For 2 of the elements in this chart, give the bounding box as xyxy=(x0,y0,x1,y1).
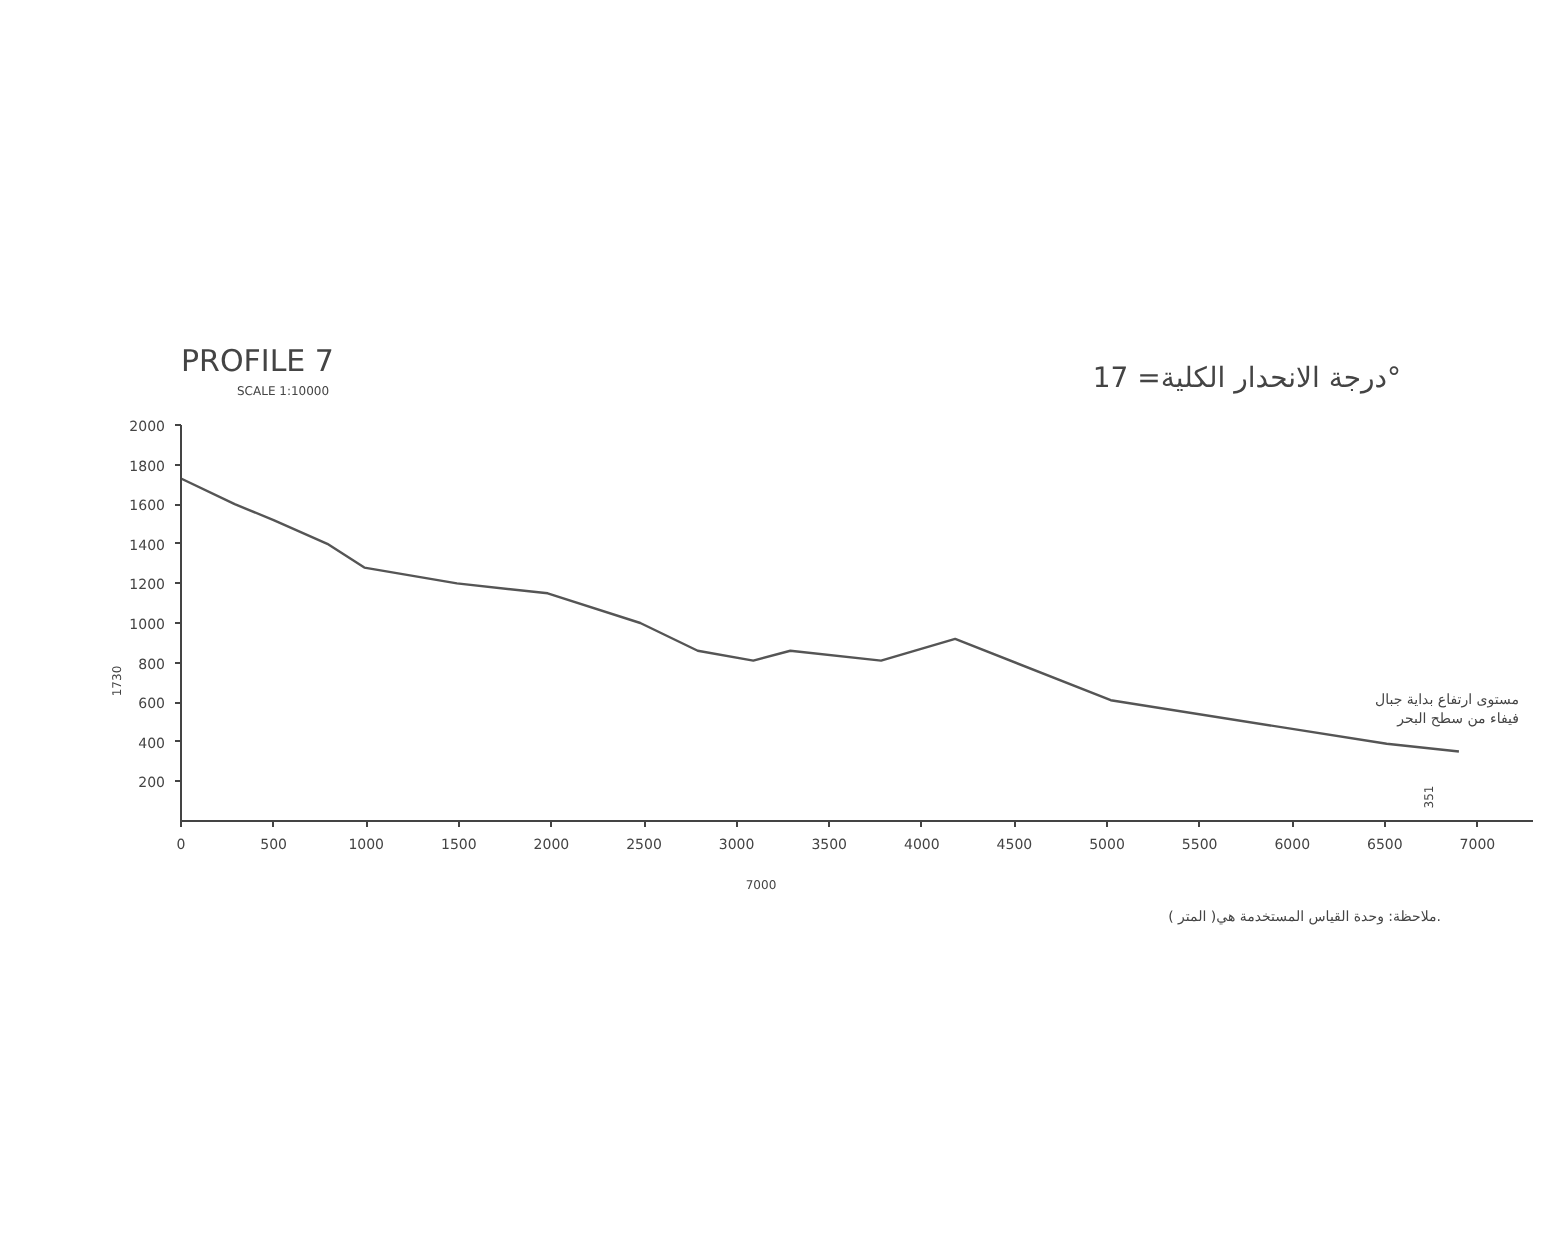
text: درجة الانحدار الكلية= 17° xyxy=(1092,363,1402,395)
chart-title: PROFILE 7 xyxy=(181,343,334,379)
